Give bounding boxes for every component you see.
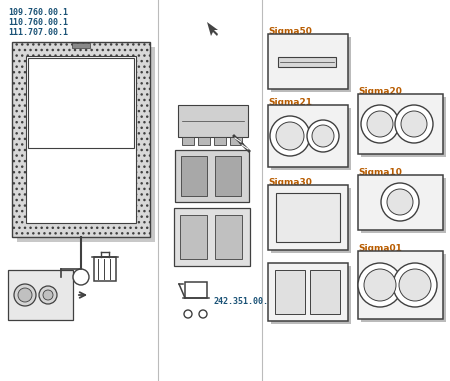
Text: Sigma21: Sigma21 xyxy=(268,98,312,107)
Bar xyxy=(214,137,226,145)
Bar xyxy=(268,34,348,89)
Text: Sigma20: Sigma20 xyxy=(358,87,402,96)
Bar xyxy=(175,150,249,202)
Bar xyxy=(310,270,340,314)
Bar xyxy=(94,257,116,281)
Circle shape xyxy=(73,269,89,285)
Text: Sigma30: Sigma30 xyxy=(268,178,312,187)
Bar xyxy=(12,42,150,237)
Bar xyxy=(271,108,351,170)
Circle shape xyxy=(381,183,419,221)
Text: 110.760.00.1: 110.760.00.1 xyxy=(8,18,68,27)
Bar xyxy=(8,270,73,320)
Bar xyxy=(271,37,351,92)
Bar xyxy=(198,137,210,145)
Bar xyxy=(28,58,134,148)
Bar xyxy=(268,185,348,250)
Circle shape xyxy=(39,286,57,304)
Bar xyxy=(230,137,242,145)
Circle shape xyxy=(312,125,334,147)
Bar xyxy=(268,105,348,167)
Circle shape xyxy=(387,189,413,215)
Text: Sigma50: Sigma50 xyxy=(268,27,312,36)
Bar xyxy=(361,254,446,322)
Circle shape xyxy=(43,290,53,300)
Circle shape xyxy=(393,263,437,307)
Bar xyxy=(180,215,207,259)
Bar xyxy=(358,94,443,154)
Bar xyxy=(185,282,207,298)
Bar xyxy=(26,56,136,223)
Bar xyxy=(275,270,305,314)
Circle shape xyxy=(401,111,427,137)
Circle shape xyxy=(270,116,310,156)
Bar xyxy=(278,57,336,67)
Bar xyxy=(361,178,446,233)
Bar xyxy=(174,208,250,266)
Bar xyxy=(268,263,348,321)
Circle shape xyxy=(276,122,304,150)
Text: 109.760.00.1: 109.760.00.1 xyxy=(8,8,68,17)
Bar xyxy=(358,175,443,230)
Bar xyxy=(178,105,248,137)
Bar xyxy=(271,188,351,253)
Circle shape xyxy=(364,269,396,301)
Text: Sigma10: Sigma10 xyxy=(358,168,402,177)
Text: Sigma01: Sigma01 xyxy=(358,244,402,253)
Bar xyxy=(72,43,90,48)
Bar xyxy=(271,266,351,324)
Circle shape xyxy=(361,105,399,143)
Bar xyxy=(276,193,340,242)
Circle shape xyxy=(395,105,433,143)
Bar xyxy=(361,97,446,157)
Text: 111.707.00.1: 111.707.00.1 xyxy=(8,28,68,37)
Circle shape xyxy=(358,263,402,307)
Circle shape xyxy=(399,269,431,301)
Circle shape xyxy=(18,288,32,302)
Bar xyxy=(215,156,241,196)
Bar xyxy=(215,215,242,259)
Circle shape xyxy=(307,120,339,152)
Text: 242.351.00.1: 242.351.00.1 xyxy=(213,298,273,306)
Bar xyxy=(181,156,207,196)
Circle shape xyxy=(14,284,36,306)
Bar xyxy=(182,137,194,145)
Bar xyxy=(17,47,155,242)
Circle shape xyxy=(367,111,393,137)
Polygon shape xyxy=(207,22,218,36)
Bar xyxy=(358,251,443,319)
